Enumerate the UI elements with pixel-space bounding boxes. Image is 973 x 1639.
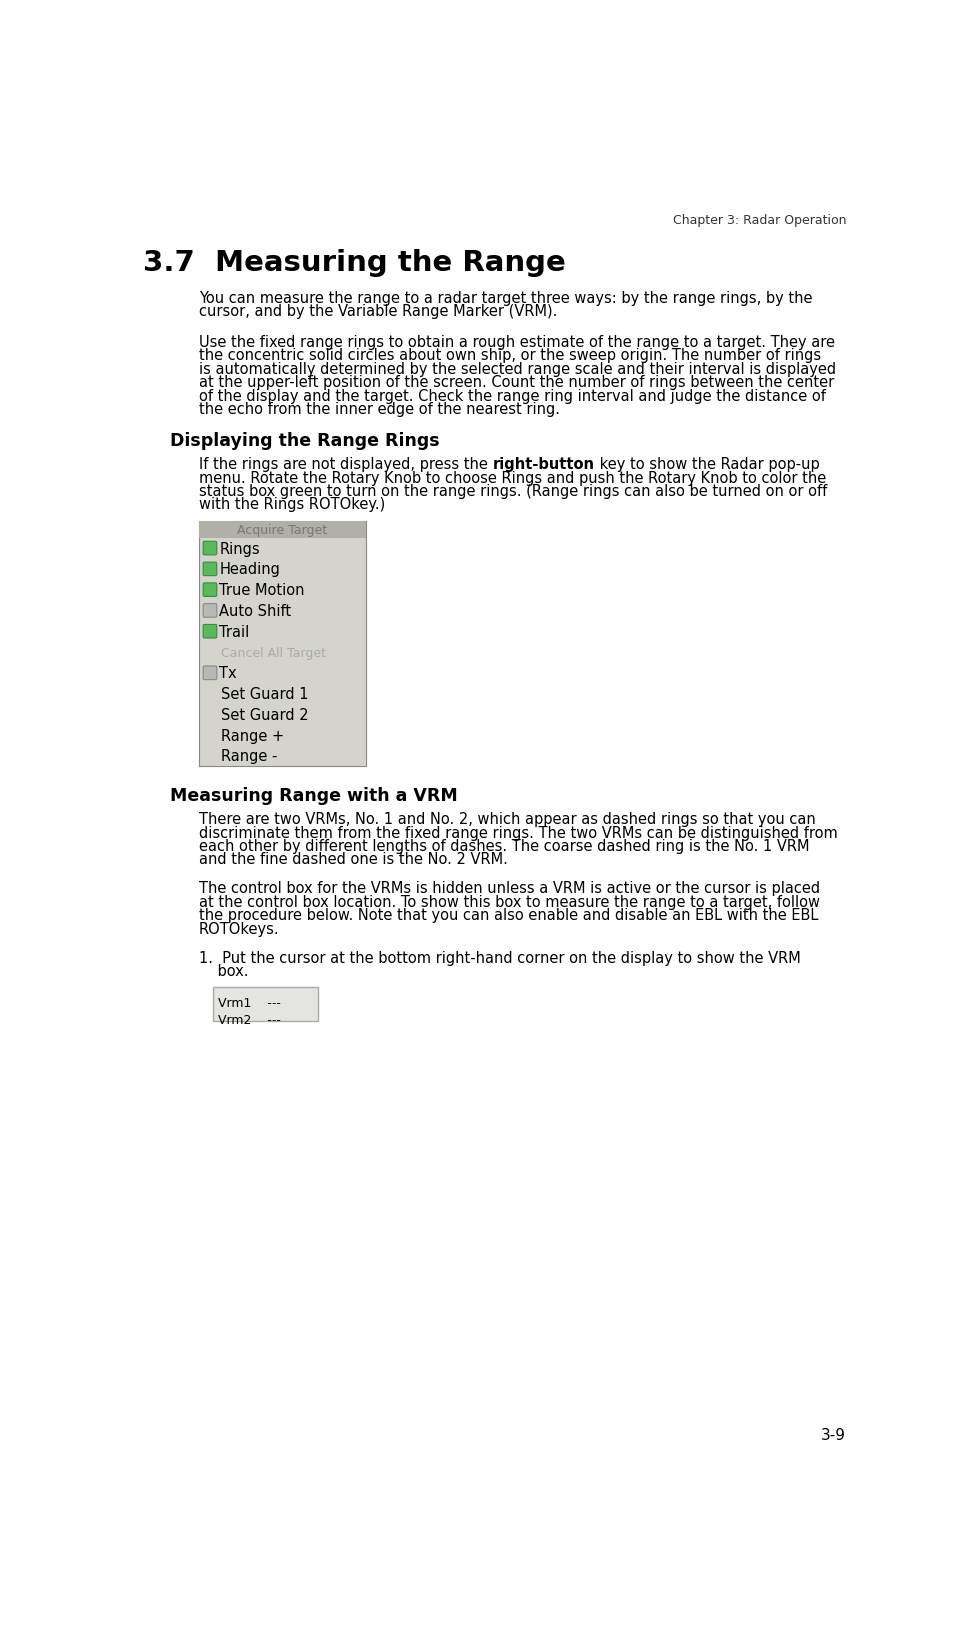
FancyBboxPatch shape (203, 667, 217, 680)
Text: You can measure the range to a radar target three ways: by the range rings, by t: You can measure the range to a radar tar… (199, 290, 812, 305)
Text: at the control box location. To show this box to measure the range to a target, : at the control box location. To show thi… (199, 895, 820, 910)
Text: box.: box. (199, 964, 249, 978)
Text: Chapter 3: Radar Operation: Chapter 3: Radar Operation (672, 213, 847, 226)
Text: 3-9: 3-9 (821, 1428, 847, 1442)
Text: status box green to turn on the range rings. (Range rings can also be turned on : status box green to turn on the range ri… (199, 484, 827, 498)
Text: the echo from the inner edge of the nearest ring.: the echo from the inner edge of the near… (199, 402, 560, 416)
Text: Acquire Target: Acquire Target (237, 523, 328, 536)
Text: True Motion: True Motion (219, 583, 305, 598)
Text: Vrm2    ---: Vrm2 --- (219, 1013, 281, 1026)
Text: The control box for the VRMs is hidden unless a VRM is active or the cursor is p: The control box for the VRMs is hidden u… (199, 880, 820, 897)
Text: Displaying the Range Rings: Displaying the Range Rings (169, 433, 439, 451)
Text: with the Rings ROTOkey.): with the Rings ROTOkey.) (199, 497, 385, 511)
Text: Rings: Rings (219, 541, 260, 556)
Text: ROTOkeys.: ROTOkeys. (199, 921, 280, 936)
FancyBboxPatch shape (203, 624, 217, 639)
Text: discriminate them from the fixed range rings. The two VRMs can be distinguished : discriminate them from the fixed range r… (199, 824, 838, 841)
Text: There are two VRMs, No. 1 and No. 2, which appear as dashed rings so that you ca: There are two VRMs, No. 1 and No. 2, whi… (199, 811, 816, 826)
FancyBboxPatch shape (203, 543, 217, 556)
FancyBboxPatch shape (203, 583, 217, 597)
Text: of the display and the target. Check the range ring interval and judge the dista: of the display and the target. Check the… (199, 388, 826, 403)
Text: Range -: Range - (221, 749, 277, 764)
Text: the concentric solid circles about own ship, or the sweep origin. The number of : the concentric solid circles about own s… (199, 347, 821, 362)
Bar (199, 521, 366, 538)
Text: Use the fixed range rings to obtain a rough estimate of the range to a target. T: Use the fixed range rings to obtain a ro… (199, 334, 835, 349)
Text: 1.  Put the cursor at the bottom right-hand corner on the display to show the VR: 1. Put the cursor at the bottom right-ha… (199, 951, 801, 965)
Bar (199, 521, 366, 767)
FancyBboxPatch shape (203, 605, 217, 618)
Text: cursor, and by the Variable Range Marker (VRM).: cursor, and by the Variable Range Marker… (199, 303, 558, 320)
Text: is automatically determined by the selected range scale and their interval is di: is automatically determined by the selec… (199, 361, 836, 377)
Text: Set Guard 1: Set Guard 1 (221, 687, 308, 701)
Text: Range +: Range + (221, 728, 284, 742)
Text: and the fine dashed one is the No. 2 VRM.: and the fine dashed one is the No. 2 VRM… (199, 852, 508, 867)
Text: key to show the Radar pop-up: key to show the Radar pop-up (595, 457, 819, 472)
Text: Vrm1    ---: Vrm1 --- (219, 997, 281, 1010)
Text: 3.7  Measuring the Range: 3.7 Measuring the Range (143, 249, 566, 277)
Text: the procedure below. Note that you can also enable and disable an EBL with the E: the procedure below. Note that you can a… (199, 908, 818, 923)
Text: at the upper-left position of the screen. Count the number of rings between the : at the upper-left position of the screen… (199, 375, 835, 390)
Text: Measuring Range with a VRM: Measuring Range with a VRM (169, 787, 457, 805)
Bar (213, 988, 318, 1021)
Text: Set Guard 2: Set Guard 2 (221, 708, 308, 723)
Text: right-button: right-button (492, 457, 595, 472)
Text: Trail: Trail (219, 624, 249, 639)
Text: Heading: Heading (219, 562, 280, 577)
Text: If the rings are not displayed, press the: If the rings are not displayed, press th… (199, 457, 492, 472)
Text: Cancel All Target: Cancel All Target (221, 646, 326, 659)
Text: menu. Rotate the Rotary Knob to choose Rings and push the Rotary Knob to color t: menu. Rotate the Rotary Knob to choose R… (199, 470, 826, 485)
Text: each other by different lengths of dashes. The coarse dashed ring is the No. 1 V: each other by different lengths of dashe… (199, 839, 810, 854)
Text: Tx: Tx (219, 665, 236, 680)
FancyBboxPatch shape (203, 562, 217, 577)
Text: Auto Shift: Auto Shift (219, 603, 291, 618)
